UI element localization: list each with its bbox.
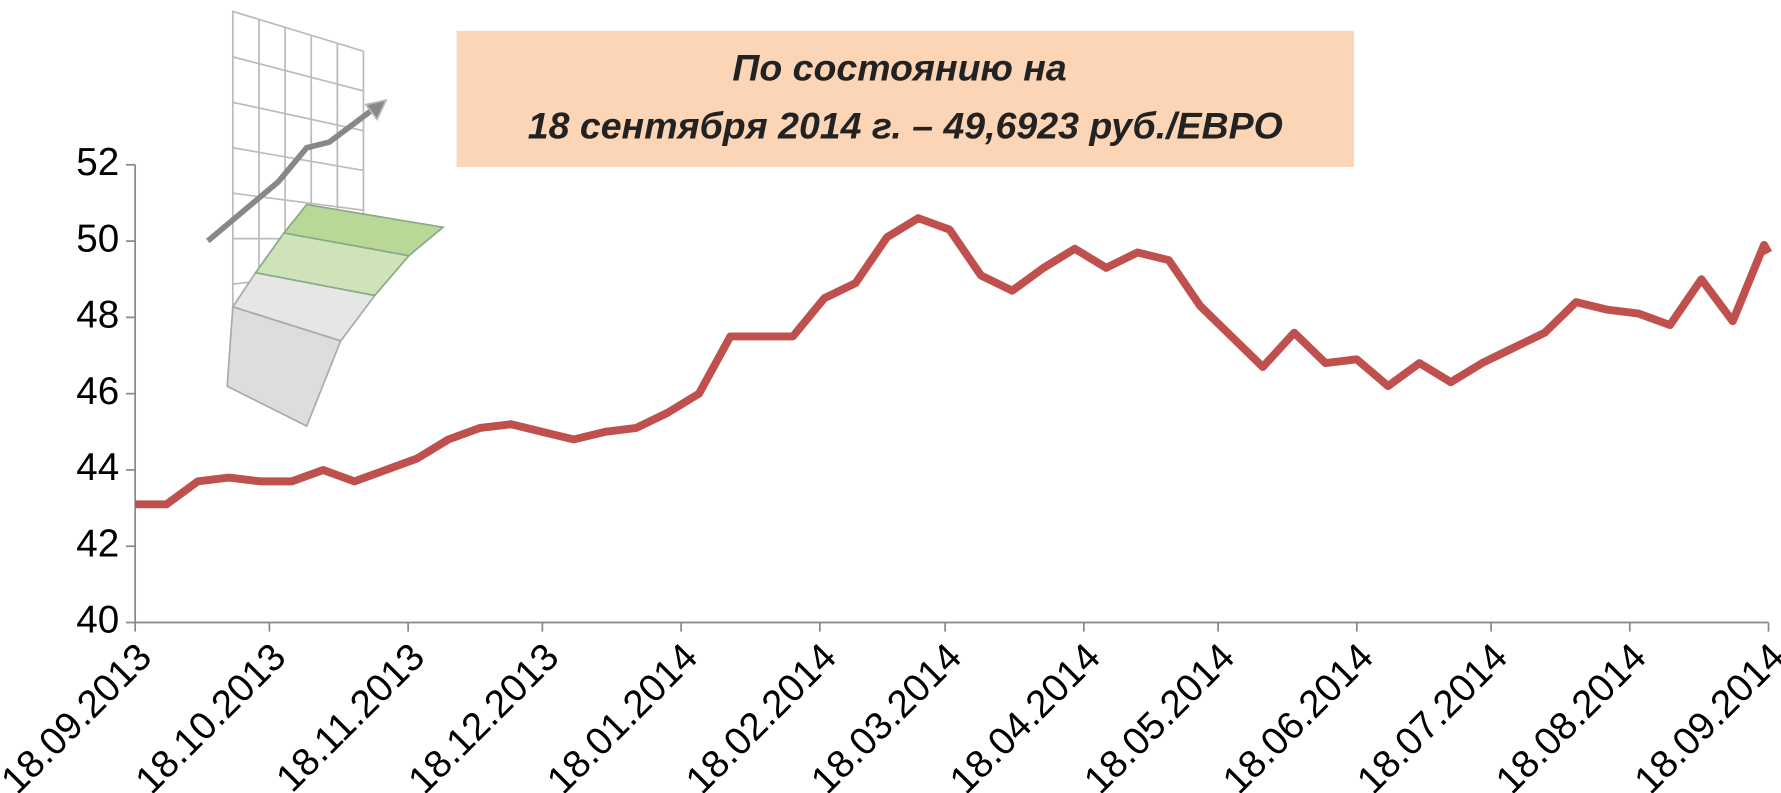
chart-title: По состоянию на xyxy=(732,46,1066,88)
y-tick-label: 46 xyxy=(76,370,119,413)
y-tick-label: 52 xyxy=(76,141,119,184)
chart-title: 18 сентября 2014 г. – 49,6923 руб./ЕВРО xyxy=(528,104,1283,146)
y-tick-label: 48 xyxy=(76,294,119,337)
y-tick-label: 44 xyxy=(76,446,119,489)
y-tick-label: 40 xyxy=(76,599,119,642)
y-tick-label: 42 xyxy=(76,522,119,565)
y-tick-label: 50 xyxy=(76,217,119,260)
chart: По состоянию на 18 сентября 2014 г. – 49… xyxy=(0,0,1781,793)
illustration xyxy=(208,11,443,426)
page: По состоянию на 18 сентября 2014 г. – 49… xyxy=(0,0,1781,793)
x-tick-label: 18.09.2014 xyxy=(1626,635,1781,793)
